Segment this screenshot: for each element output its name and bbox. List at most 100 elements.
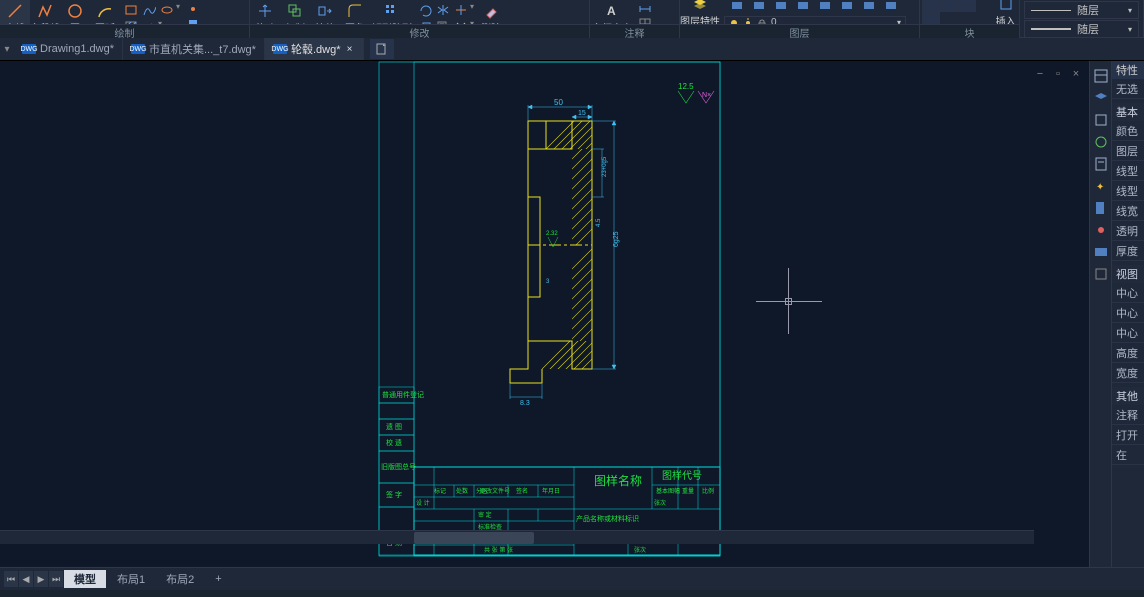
- layout-tab-add[interactable]: +: [205, 570, 231, 588]
- iso-8[interactable]: [882, 0, 902, 13]
- svg-text:旧版图总号: 旧版图总号: [381, 462, 416, 471]
- svg-text:标记: 标记: [434, 487, 446, 495]
- prop-center-z[interactable]: 中心: [1112, 323, 1144, 343]
- trim-tool[interactable]: [452, 2, 470, 18]
- palette-close-icon[interactable]: [1091, 264, 1111, 284]
- restore-icon[interactable]: ▫: [1051, 67, 1065, 81]
- svg-text:A: A: [607, 4, 616, 18]
- tab-nav-menu[interactable]: ▾: [0, 44, 14, 55]
- lineweight-select[interactable]: 随层▾: [1024, 20, 1139, 38]
- iso-4[interactable]: [794, 0, 814, 13]
- group-label-modify: 修改: [250, 24, 589, 38]
- svg-text:50: 50: [554, 98, 563, 107]
- file-tab-3[interactable]: DWG 轮毂.dwg* ×: [265, 38, 364, 60]
- ellipse-tool[interactable]: [158, 2, 176, 18]
- prop-open[interactable]: 打开: [1112, 425, 1144, 445]
- prop-center-x[interactable]: 中心: [1112, 283, 1144, 303]
- svg-text:张次: 张次: [634, 546, 646, 554]
- layout-nav-first[interactable]: ⏮: [4, 571, 18, 587]
- layout-tab-1[interactable]: 布局1: [107, 570, 155, 588]
- prop-thickness[interactable]: 厚度: [1112, 241, 1144, 261]
- prop-transparency[interactable]: 透明: [1112, 221, 1144, 241]
- prop-linetype[interactable]: 线型: [1112, 161, 1144, 181]
- prop-on[interactable]: 在: [1112, 445, 1144, 465]
- iso-6[interactable]: [838, 0, 858, 13]
- rotate-tool[interactable]: [416, 2, 434, 18]
- prop-lineweight[interactable]: 线宽: [1112, 201, 1144, 221]
- iso-5[interactable]: [816, 0, 836, 13]
- stretch-icon: [317, 3, 333, 19]
- svg-text:张次: 张次: [654, 499, 666, 507]
- polyline-icon: [37, 3, 53, 19]
- prop-color[interactable]: 颜色: [1112, 121, 1144, 141]
- text-icon: A: [604, 3, 620, 19]
- prop-annot[interactable]: 注释: [1112, 405, 1144, 425]
- prop-center-y[interactable]: 中心: [1112, 303, 1144, 323]
- palette-sheet-icon[interactable]: [1091, 198, 1111, 218]
- iso-2[interactable]: [750, 0, 770, 13]
- circle-icon: [67, 3, 83, 19]
- palette-layer-icon[interactable]: [1091, 88, 1111, 108]
- palette-block-icon[interactable]: [1091, 110, 1111, 130]
- palette-tool-icon[interactable]: [1091, 220, 1111, 240]
- svg-text:图样名称: 图样名称: [594, 473, 642, 488]
- svg-text:共 张 第 张: 共 张 第 张: [484, 546, 513, 554]
- canvas-scrollbar-h[interactable]: [0, 530, 1034, 544]
- group-label-annotate: 注释: [590, 24, 679, 38]
- layout-tab-model[interactable]: 模型: [64, 570, 106, 588]
- group-label-block: 块: [920, 24, 1019, 38]
- svg-text:比例: 比例: [702, 487, 714, 495]
- cad-drawing: 12.5 N× 50: [378, 61, 721, 557]
- close-tab-icon[interactable]: ×: [345, 44, 355, 54]
- spline-tool[interactable]: [140, 2, 158, 18]
- minimize-icon[interactable]: −: [1033, 67, 1047, 81]
- drawing-canvas[interactable]: − ▫ × 12.5 N×: [0, 61, 1089, 567]
- iso-1[interactable]: [728, 0, 748, 13]
- svg-text:重量: 重量: [682, 487, 694, 495]
- new-doc-icon: [375, 43, 389, 55]
- layout-nav-prev[interactable]: ◀: [19, 571, 33, 587]
- tab-label-1: Drawing1.dwg*: [40, 43, 114, 55]
- palette-calc-icon[interactable]: [1091, 154, 1111, 174]
- layout-tabs: ⏮ ◀ ▶ ⏭ 模型 布局1 布局2 +: [0, 567, 1144, 590]
- group-label-layer: 图层: [680, 24, 919, 38]
- layout-nav-last[interactable]: ⏭: [49, 571, 63, 587]
- group-label-draw: 绘制: [0, 24, 249, 38]
- palette-xref-icon[interactable]: [1091, 132, 1111, 152]
- palette-cmd-icon[interactable]: ✦: [1091, 176, 1111, 196]
- iso-3[interactable]: [772, 0, 792, 13]
- mirror-tool[interactable]: [434, 2, 452, 18]
- close-icon[interactable]: ×: [1069, 67, 1083, 81]
- svg-text:15: 15: [578, 110, 586, 117]
- file-tab-2[interactable]: DWG 市直机关集..._t7.dwg*: [123, 38, 265, 60]
- palette-dc-icon[interactable]: [1091, 242, 1111, 262]
- svg-text:2.32: 2.32: [546, 231, 558, 237]
- new-tab-button[interactable]: [370, 39, 394, 59]
- arc-icon: [97, 3, 113, 19]
- point-tool[interactable]: [184, 2, 202, 16]
- svg-text:处数: 处数: [456, 487, 468, 495]
- linetype-select[interactable]: 随层▾: [1024, 1, 1139, 19]
- iso-7[interactable]: [860, 0, 880, 13]
- properties-panel: 特性 无选 基本 颜色 图层 线型 线型 线宽 透明 厚度 视图 中心 中心 中…: [1111, 61, 1144, 567]
- prop-width[interactable]: 宽度: [1112, 363, 1144, 383]
- prop-height[interactable]: 高度: [1112, 343, 1144, 363]
- svg-text:✦: ✦: [1096, 182, 1104, 193]
- svg-text:6g25: 6g25: [613, 231, 620, 247]
- palette-props-icon[interactable]: [1091, 66, 1111, 86]
- prop-linescale[interactable]: 线型: [1112, 181, 1144, 201]
- rect-tool[interactable]: [122, 2, 140, 18]
- fillet-icon: [347, 3, 363, 19]
- file-tab-1[interactable]: DWG Drawing1.dwg*: [14, 38, 123, 60]
- svg-text:遗 图: 遗 图: [386, 422, 402, 431]
- layout-nav-next[interactable]: ▶: [34, 571, 48, 587]
- status-bar: [0, 590, 1144, 597]
- tab-label-3: 轮毂.dwg*: [291, 41, 341, 57]
- prop-layer[interactable]: 图层: [1112, 141, 1144, 161]
- dwg-icon: DWG: [131, 44, 145, 54]
- svg-text:设 计: 设 计: [416, 499, 430, 507]
- svg-text:更改文件号: 更改文件号: [480, 487, 510, 495]
- ribbon-group-props: 随层▾ 随层▾: [1020, 0, 1144, 37]
- layout-tab-2[interactable]: 布局2: [156, 570, 204, 588]
- dim-linear-tool[interactable]: [636, 2, 654, 16]
